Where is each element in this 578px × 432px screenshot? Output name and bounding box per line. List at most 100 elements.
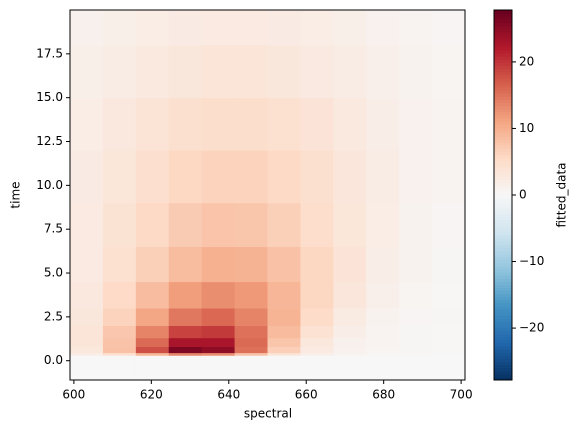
heatmap-cell xyxy=(267,10,301,46)
colorbar-swatch xyxy=(494,269,512,273)
y-axis-label: time xyxy=(9,181,23,208)
heatmap-cell xyxy=(201,202,236,248)
colorbar-swatch xyxy=(494,68,512,73)
heatmap-cell xyxy=(234,325,268,339)
colorbar-swatch xyxy=(494,201,512,205)
colorbar-swatch xyxy=(494,358,512,362)
heatmap-cell xyxy=(432,202,465,248)
colorbar-swatch xyxy=(494,136,512,140)
y-tick-label: 17.5 xyxy=(36,46,63,60)
colorbar-swatch xyxy=(494,262,512,267)
colorbar-swatch xyxy=(494,43,512,48)
colorbar-swatch xyxy=(494,124,512,128)
heatmap-cell xyxy=(399,97,433,151)
heatmap-cell xyxy=(366,10,400,46)
colorbar-swatch xyxy=(494,253,512,258)
heatmap-cell xyxy=(300,97,334,151)
heatmap-cell xyxy=(267,337,301,347)
colorbar-swatch xyxy=(494,50,512,54)
heatmap-cell xyxy=(366,352,400,356)
colorbar-swatch xyxy=(494,321,512,325)
colorbar-swatch xyxy=(494,145,512,150)
colorbar-swatch xyxy=(494,312,512,316)
heatmap-cell xyxy=(234,246,268,283)
y-tick-label: 12.5 xyxy=(36,134,63,148)
colorbar-swatch xyxy=(494,330,512,335)
heatmap-cell xyxy=(168,150,203,204)
colorbar-swatch xyxy=(494,188,512,193)
heatmap-cell xyxy=(432,45,465,98)
colorbar-swatch xyxy=(494,318,512,322)
colorbar-tick-label: 10 xyxy=(519,121,534,135)
colorbar-swatch xyxy=(494,191,512,196)
heatmap-cell xyxy=(102,202,137,248)
heatmap-cell xyxy=(267,150,301,204)
heatmap-cell xyxy=(135,308,170,326)
colorbar-swatch xyxy=(494,195,512,199)
heatmap-cell xyxy=(399,150,433,204)
heatmap-cell xyxy=(135,150,170,204)
heatmap-cell xyxy=(168,337,203,347)
colorbar-swatch xyxy=(494,65,512,70)
heatmap-cell xyxy=(70,150,104,204)
colorbar-swatch xyxy=(494,161,512,165)
heatmap-cell xyxy=(333,281,367,309)
heatmap-cell xyxy=(333,246,367,283)
colorbar-swatch xyxy=(494,31,512,36)
heatmap-cell xyxy=(300,355,334,380)
colorbar-swatch xyxy=(494,364,512,369)
y-tick-label: 0.0 xyxy=(44,353,63,367)
colorbar-swatch xyxy=(494,198,512,202)
heatmap-cell xyxy=(399,337,433,347)
colorbar-swatch xyxy=(494,278,512,282)
heatmap-cell xyxy=(333,308,367,326)
heatmap-cell xyxy=(201,150,236,204)
heatmap-cell xyxy=(135,246,170,283)
heatmap-cell xyxy=(201,325,236,339)
heatmap-cell xyxy=(300,202,334,248)
heatmap-cell xyxy=(432,281,465,309)
heatmap-cell xyxy=(201,308,236,326)
y-tick-label: 2.5 xyxy=(44,309,63,323)
colorbar-swatch xyxy=(494,349,512,353)
colorbar-swatch xyxy=(494,142,512,147)
colorbar-swatch xyxy=(494,207,512,211)
colorbar-swatch xyxy=(494,376,512,381)
plot-frame xyxy=(69,9,466,381)
heatmap-cell xyxy=(168,202,203,248)
heatmap-cell xyxy=(432,325,465,339)
colorbar-swatch xyxy=(494,228,512,233)
colorbar-swatch xyxy=(494,370,512,375)
heatmap-cell xyxy=(102,352,137,356)
y-tick-label: 5.0 xyxy=(44,266,63,280)
colorbar-swatch xyxy=(494,241,512,245)
heatmap-cell xyxy=(399,202,433,248)
colorbar-swatch xyxy=(494,373,512,378)
colorbar-swatch xyxy=(494,343,512,347)
colorbar-swatch xyxy=(494,96,512,100)
heatmap-cell xyxy=(300,308,334,326)
heatmap-cell xyxy=(102,246,137,283)
colorbar-swatch xyxy=(494,265,512,270)
colorbar-swatch xyxy=(494,315,512,319)
x-tick-label: 620 xyxy=(140,388,163,402)
colorbar-swatch xyxy=(494,22,512,26)
colorbar-swatch xyxy=(494,173,512,177)
colorbar-swatch xyxy=(494,355,512,359)
heatmap-cell xyxy=(267,352,301,356)
heatmap-cell xyxy=(168,325,203,339)
colorbar-swatch xyxy=(494,296,512,301)
heatmap-cell xyxy=(366,281,400,309)
heatmap-cell xyxy=(399,10,433,46)
colorbar-swatch xyxy=(494,28,512,33)
colorbar-swatch xyxy=(494,154,512,159)
heatmap-cell xyxy=(366,246,400,283)
colorbar-tick-label: −10 xyxy=(519,254,544,268)
colorbar-swatch xyxy=(494,108,512,113)
colorbar-swatch xyxy=(494,287,512,292)
colorbar-swatch xyxy=(494,93,512,97)
heatmap-cell xyxy=(135,355,170,380)
colorbar-swatch xyxy=(494,40,512,45)
heatmap-cell xyxy=(201,97,236,151)
heatmap-cell xyxy=(366,45,400,98)
